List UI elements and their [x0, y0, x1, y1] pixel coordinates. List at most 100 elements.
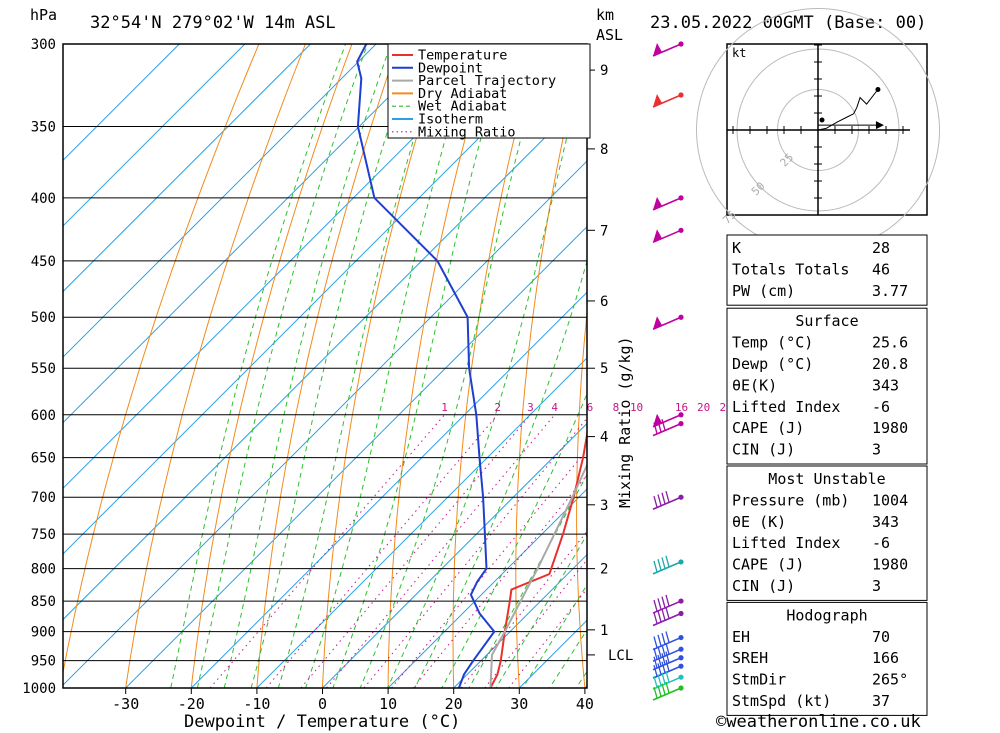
mixing-ratio-value: 2 — [494, 401, 501, 414]
isotherm — [63, 44, 508, 490]
table-row-value: 1980 — [872, 419, 908, 437]
isotherm — [63, 94, 587, 621]
wind-barb — [652, 314, 684, 330]
mixing-ratio-value: 1 — [441, 401, 448, 414]
mixing-ratio-value: 4 — [551, 401, 558, 414]
table-row-label: EH — [732, 628, 750, 646]
isotherm — [63, 44, 246, 227]
table-row-value: 46 — [872, 260, 890, 278]
hodograph-table: Hodograph EH 70 SREH 166 StmDir 265° StmSpd (kt… — [726, 601, 928, 716]
isotherm — [63, 44, 377, 358]
legend-label: Temperature — [418, 48, 507, 64]
wind-barb — [652, 659, 684, 679]
location-title: 32°54'N 279°02'W 14m ASL — [90, 13, 336, 33]
wet-adiabat — [522, 583, 587, 688]
mixing-ratio-value: 10 — [630, 401, 643, 414]
hodograph-unit-label: kt — [732, 46, 746, 60]
table-row-label: PW (cm) — [732, 282, 795, 300]
legend-label: Parcel Trajectory — [418, 73, 556, 89]
indices-panel: K 28 Totals Totals 46 PW (cm) 3.77 Surface Temp… — [726, 234, 928, 716]
table-row-value: -6 — [872, 534, 890, 552]
dry-adiabat — [125, 44, 307, 688]
pressure-tick-label: 850 — [31, 594, 56, 610]
table-row-label: Totals Totals — [732, 260, 849, 278]
table-row-label: Lifted Index — [732, 398, 840, 416]
storm-motion-arrow — [875, 121, 884, 130]
asl-label: ASL — [596, 26, 623, 44]
table-row-label: CIN (J) — [732, 577, 795, 595]
table-row-value: 37 — [872, 692, 890, 710]
km-tick-label: 9 — [600, 63, 608, 79]
isotherm — [453, 553, 587, 688]
hodograph-trace — [817, 89, 879, 131]
wind-barb — [652, 555, 684, 575]
isotherm — [125, 225, 587, 688]
wind-barb — [652, 490, 684, 510]
wind-barb — [652, 607, 684, 627]
surface-table: Surface Temp (°C) 25.6 Dewp (°C) 20.8 θE(K) 34… — [726, 307, 928, 465]
wind-barb — [652, 92, 684, 108]
pressure-tick-label: 700 — [31, 490, 56, 506]
profile-dewpoint — [356, 44, 496, 688]
pressure-tick-label: 600 — [31, 408, 56, 424]
x-tick-label: 30 — [510, 695, 528, 713]
wet-adiabat — [196, 44, 369, 688]
x-axis-ticks: -30 -20 -10 0 10 20 30 40 — [112, 688, 594, 713]
pressure-tick-label: 450 — [31, 254, 56, 270]
plot-frame — [62, 43, 588, 689]
table-row-value: 28 — [872, 239, 890, 257]
table-row-label: Temp (°C) — [732, 334, 813, 352]
pressure-tick-label: 300 — [31, 37, 56, 53]
table-row-label: Lifted Index — [732, 534, 840, 552]
pressure-axis-ticks: 300 350 400 450 500 550 600 650 700 750 800 850 900 9… — [22, 37, 56, 697]
pressure-tick-label: 1000 — [22, 681, 56, 697]
profile-temperature — [489, 429, 587, 688]
pressure-tick-label: 350 — [31, 119, 56, 135]
table-row-label: CIN (J) — [732, 441, 795, 459]
km-tick-label: 4 — [600, 430, 608, 446]
legend-label: Dewpoint — [418, 60, 483, 76]
isotherm — [387, 488, 587, 688]
table-row-value: 265° — [872, 671, 908, 689]
isotherm — [190, 291, 587, 688]
table-title: Surface — [795, 312, 858, 330]
table-row-label: Pressure (mb) — [732, 491, 849, 509]
table-row-value: 1004 — [872, 491, 908, 509]
table-row-value: 20.8 — [872, 355, 908, 373]
wind-barb — [652, 594, 684, 614]
pressure-tick-label: 900 — [31, 625, 56, 641]
km-tick-label: LCL — [608, 648, 633, 664]
table-row-value: 3.77 — [872, 282, 908, 300]
table-row-label: SREH — [732, 649, 768, 667]
isotherm — [322, 422, 587, 688]
x-tick-label: 10 — [379, 695, 397, 713]
isotherm — [63, 44, 180, 162]
legend-label: Mixing Ratio — [418, 124, 516, 140]
pressure-tick-label: 800 — [31, 562, 56, 578]
table-row-label: Dewp (°C) — [732, 355, 813, 373]
table-row-label: K — [732, 239, 741, 257]
x-tick-label: -30 — [112, 695, 139, 713]
wind-barb — [652, 195, 684, 211]
isotherm — [63, 44, 574, 555]
mixing-ratio-value: 6 — [587, 401, 594, 414]
copyright-text: ©weatheronline.co.uk — [716, 712, 921, 732]
mixing-ratio-line — [326, 414, 556, 688]
pressure-tick-label: 550 — [31, 361, 56, 377]
table-row-value: 343 — [872, 513, 899, 531]
mixing-ratio-axis-label: Mixing Ratio (g/kg) — [616, 336, 634, 508]
sounding-profiles — [356, 44, 587, 688]
dry-adiabat — [954, 0, 1000, 714]
isotherm — [63, 44, 443, 424]
mixing-ratio-value: 3 — [527, 401, 534, 414]
mixing-ratio-value: 16 — [675, 401, 688, 414]
hodograph-start-point — [819, 117, 825, 123]
km-tick-label: 7 — [600, 223, 608, 239]
table-row-value: 166 — [872, 649, 899, 667]
legend-label: Wet Adiabat — [418, 99, 507, 115]
isotherm — [63, 160, 587, 686]
table-title: Most Unstable — [768, 470, 885, 488]
table-row-value: 3 — [872, 441, 881, 459]
